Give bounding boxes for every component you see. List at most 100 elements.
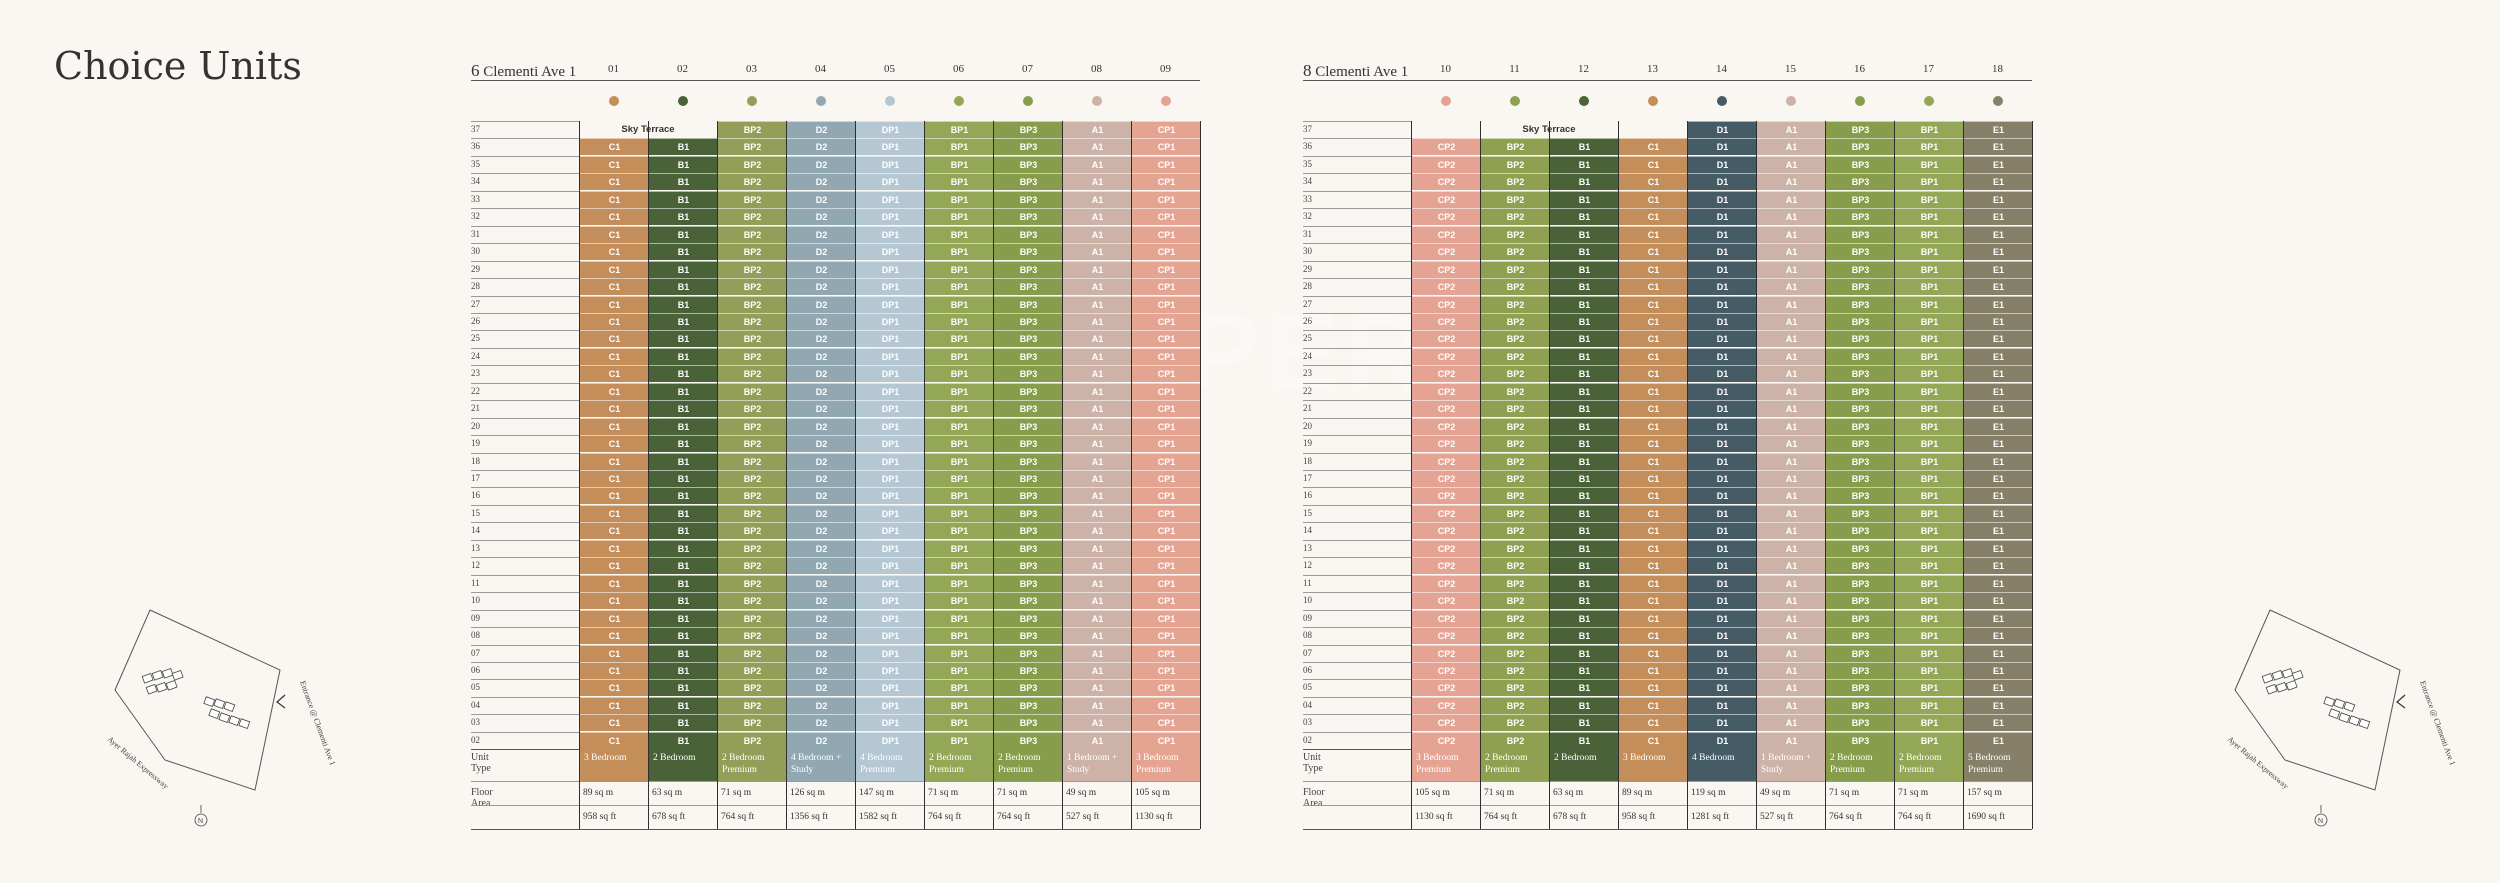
unit-cell[interactable]: B1 — [1550, 260, 1619, 278]
unit-cell[interactable]: BP1 — [1895, 592, 1964, 610]
unit-cell[interactable]: BP2 — [1481, 574, 1550, 592]
unit-cell[interactable]: C1 — [1619, 539, 1688, 557]
unit-cell[interactable]: CP1 — [1132, 696, 1201, 714]
unit-cell[interactable]: CP1 — [1132, 347, 1201, 365]
unit-cell[interactable]: D1 — [1688, 592, 1757, 610]
unit-cell[interactable]: B1 — [1550, 417, 1619, 435]
unit-cell[interactable]: A1 — [1063, 679, 1132, 697]
unit-cell[interactable]: A1 — [1063, 155, 1132, 173]
unit-cell[interactable]: D1 — [1688, 452, 1757, 470]
unit-cell[interactable]: BP1 — [925, 452, 994, 470]
unit-cell[interactable]: D2 — [787, 627, 856, 645]
unit-cell[interactable]: DP1 — [856, 644, 925, 662]
unit-cell[interactable]: BP2 — [718, 312, 787, 330]
unit-cell[interactable]: C1 — [580, 679, 649, 697]
unit-cell[interactable]: CP2 — [1412, 138, 1481, 156]
unit-cell[interactable]: BP1 — [1895, 417, 1964, 435]
unit-cell[interactable]: D2 — [787, 731, 856, 749]
unit-cell[interactable]: BP3 — [1826, 295, 1895, 313]
unit-cell[interactable]: A1 — [1063, 504, 1132, 522]
unit-cell[interactable]: BP3 — [1826, 539, 1895, 557]
unit-cell[interactable]: B1 — [649, 627, 718, 645]
unit-cell[interactable]: D2 — [787, 592, 856, 610]
unit-cell[interactable]: E1 — [1964, 609, 2033, 627]
unit-cell[interactable]: C1 — [1619, 504, 1688, 522]
unit-cell[interactable]: CP2 — [1412, 592, 1481, 610]
unit-cell[interactable]: BP3 — [1826, 173, 1895, 191]
unit-cell[interactable]: BP3 — [994, 417, 1063, 435]
unit-cell[interactable]: D1 — [1688, 155, 1757, 173]
unit-cell[interactable]: A1 — [1063, 661, 1132, 679]
unit-cell[interactable]: CP2 — [1412, 225, 1481, 243]
unit-cell[interactable]: BP1 — [1895, 190, 1964, 208]
unit-cell[interactable]: CP2 — [1412, 644, 1481, 662]
unit-cell[interactable]: BP2 — [718, 155, 787, 173]
unit-cell[interactable]: D1 — [1688, 260, 1757, 278]
unit-cell[interactable]: BP3 — [994, 574, 1063, 592]
unit-cell[interactable]: C1 — [1619, 173, 1688, 191]
unit-cell[interactable]: A1 — [1757, 487, 1826, 505]
unit-cell[interactable]: B1 — [1550, 661, 1619, 679]
unit-cell[interactable]: C1 — [580, 592, 649, 610]
unit-cell[interactable]: CP1 — [1132, 470, 1201, 487]
unit-cell[interactable]: B1 — [1550, 312, 1619, 330]
unit-cell[interactable]: BP2 — [1481, 382, 1550, 400]
unit-cell[interactable]: C1 — [580, 208, 649, 226]
unit-cell[interactable]: BP1 — [1895, 330, 1964, 348]
unit-cell[interactable]: CP1 — [1132, 435, 1201, 453]
unit-cell[interactable]: A1 — [1063, 138, 1132, 156]
unit-cell[interactable]: A1 — [1063, 208, 1132, 226]
unit-cell[interactable]: BP2 — [718, 452, 787, 470]
unit-cell[interactable]: B1 — [649, 155, 718, 173]
unit-cell[interactable]: E1 — [1964, 365, 2033, 383]
unit-cell[interactable]: C1 — [1619, 714, 1688, 732]
unit-cell[interactable]: BP1 — [1895, 121, 1964, 138]
unit-cell[interactable]: BP1 — [1895, 539, 1964, 557]
unit-cell[interactable]: D2 — [787, 609, 856, 627]
unit-cell[interactable]: B1 — [649, 347, 718, 365]
unit-cell[interactable]: A1 — [1757, 470, 1826, 487]
unit-cell[interactable]: CP1 — [1132, 330, 1201, 348]
unit-cell[interactable]: C1 — [1619, 487, 1688, 505]
unit-cell[interactable]: B1 — [649, 644, 718, 662]
unit-cell[interactable]: BP1 — [925, 435, 994, 453]
unit-cell[interactable]: A1 — [1063, 714, 1132, 732]
unit-cell[interactable]: A1 — [1063, 365, 1132, 383]
unit-cell[interactable]: B1 — [649, 225, 718, 243]
unit-cell[interactable]: D1 — [1688, 295, 1757, 313]
unit-cell[interactable]: BP1 — [925, 627, 994, 645]
unit-cell[interactable]: DP1 — [856, 190, 925, 208]
unit-cell[interactable]: D2 — [787, 504, 856, 522]
unit-cell[interactable]: A1 — [1063, 400, 1132, 418]
unit-cell[interactable]: B1 — [649, 382, 718, 400]
unit-cell[interactable]: D2 — [787, 487, 856, 505]
unit-cell[interactable]: BP3 — [1826, 731, 1895, 749]
unit-cell[interactable]: BP2 — [718, 365, 787, 383]
unit-cell[interactable]: BP1 — [925, 679, 994, 697]
unit-cell[interactable]: A1 — [1757, 382, 1826, 400]
unit-cell[interactable]: D2 — [787, 400, 856, 418]
unit-cell[interactable]: BP1 — [1895, 487, 1964, 505]
unit-cell[interactable]: BP3 — [1826, 190, 1895, 208]
unit-cell[interactable]: CP1 — [1132, 452, 1201, 470]
unit-cell[interactable]: DP1 — [856, 679, 925, 697]
unit-cell[interactable]: CP2 — [1412, 173, 1481, 191]
unit-cell[interactable]: BP3 — [994, 138, 1063, 156]
unit-cell[interactable]: CP2 — [1412, 155, 1481, 173]
unit-cell[interactable]: E1 — [1964, 312, 2033, 330]
unit-cell[interactable]: BP2 — [718, 592, 787, 610]
unit-cell[interactable]: C1 — [1619, 644, 1688, 662]
unit-cell[interactable]: BP3 — [994, 592, 1063, 610]
unit-cell[interactable]: B1 — [649, 260, 718, 278]
unit-cell[interactable]: BP1 — [1895, 382, 1964, 400]
unit-cell[interactable]: C1 — [1619, 260, 1688, 278]
unit-cell[interactable]: A1 — [1063, 312, 1132, 330]
unit-cell[interactable]: BP1 — [925, 522, 994, 540]
unit-cell[interactable]: B1 — [649, 661, 718, 679]
unit-cell[interactable]: BP3 — [994, 382, 1063, 400]
unit-cell[interactable]: A1 — [1757, 121, 1826, 138]
unit-cell[interactable]: B1 — [1550, 452, 1619, 470]
unit-cell[interactable]: C1 — [1619, 278, 1688, 296]
unit-cell[interactable]: D2 — [787, 470, 856, 487]
unit-cell[interactable]: DP1 — [856, 696, 925, 714]
